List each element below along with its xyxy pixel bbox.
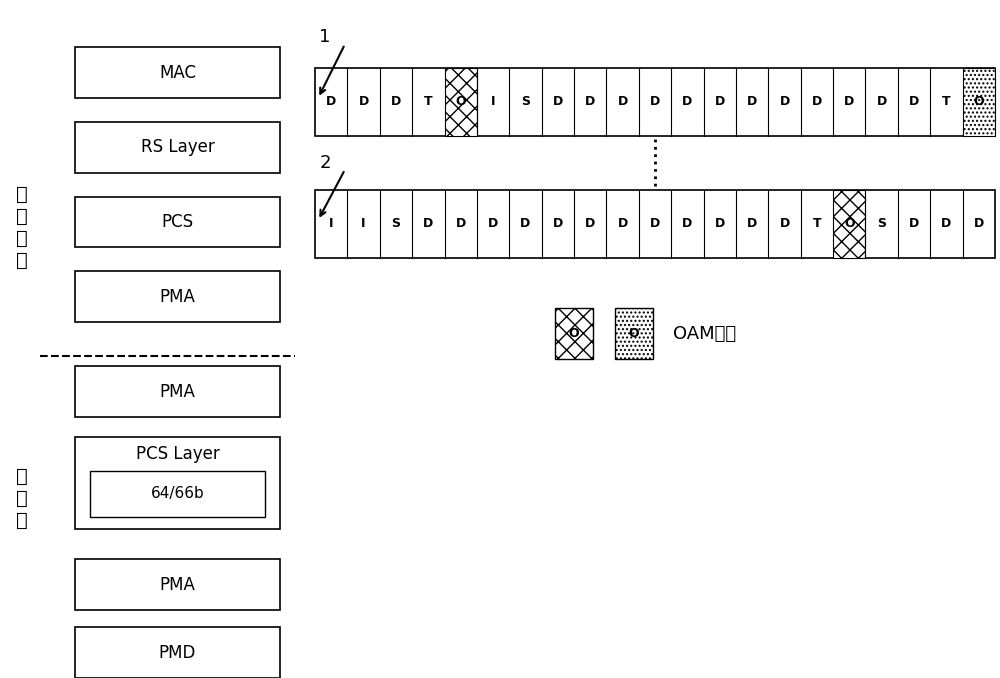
Text: D: D	[650, 95, 660, 108]
Text: O: O	[569, 327, 579, 340]
Text: D: D	[779, 95, 790, 108]
Text: S: S	[391, 217, 400, 231]
Text: D: D	[909, 95, 919, 108]
Text: D: D	[877, 95, 887, 108]
Bar	[75, 271, 280, 322]
Text: D: D	[682, 217, 693, 231]
Text: RS Layer: RS Layer	[141, 138, 214, 157]
Text: PMD: PMD	[159, 643, 196, 662]
Text: D: D	[585, 217, 595, 231]
Bar	[75, 197, 280, 247]
Text: D: D	[812, 95, 822, 108]
Text: PMA: PMA	[160, 382, 195, 401]
Text: D: D	[553, 217, 563, 231]
Text: I: I	[329, 217, 333, 231]
Bar	[75, 559, 280, 610]
Bar	[90, 471, 265, 517]
Text: I: I	[361, 217, 366, 231]
Text: T: T	[424, 95, 433, 108]
Text: D: D	[585, 95, 595, 108]
Text: D: D	[553, 95, 563, 108]
Text: MAC: MAC	[159, 64, 196, 82]
Text: D: D	[682, 95, 693, 108]
Bar	[75, 47, 280, 98]
Text: O: O	[973, 95, 984, 108]
Text: PMA: PMA	[160, 576, 195, 594]
Text: PCS Layer: PCS Layer	[136, 445, 219, 463]
Text: 光
模
块: 光 模 块	[16, 467, 28, 530]
Bar	[75, 122, 280, 173]
Text: D: D	[456, 217, 466, 231]
Text: 1: 1	[319, 28, 331, 46]
Text: O: O	[844, 217, 855, 231]
Text: D: D	[326, 95, 336, 108]
Text: S: S	[521, 95, 530, 108]
Text: D: D	[650, 217, 660, 231]
Text: D: D	[358, 95, 369, 108]
Text: S: S	[877, 217, 886, 231]
Bar	[75, 437, 280, 529]
Text: PCS: PCS	[161, 213, 194, 231]
Text: 前
传
设
备: 前 传 设 备	[16, 184, 28, 270]
Bar	[555, 308, 593, 359]
Text: D: D	[488, 217, 498, 231]
Bar	[315, 68, 995, 136]
Text: I: I	[491, 95, 495, 108]
Text: D: D	[423, 217, 433, 231]
Text: D: D	[779, 217, 790, 231]
Bar	[75, 627, 280, 678]
Text: D: D	[391, 95, 401, 108]
Text: D: D	[974, 217, 984, 231]
Bar	[833, 190, 865, 258]
Text: D: D	[747, 217, 757, 231]
Text: D: D	[617, 95, 628, 108]
Text: T: T	[813, 217, 821, 231]
Text: O: O	[629, 327, 639, 340]
Text: D: D	[520, 217, 531, 231]
Text: 2: 2	[319, 154, 331, 172]
Bar	[75, 366, 280, 417]
Text: D: D	[715, 217, 725, 231]
Bar	[963, 68, 995, 136]
Text: OAM码块: OAM码块	[673, 325, 736, 343]
Text: D: D	[844, 95, 854, 108]
Text: O: O	[455, 95, 466, 108]
Bar	[615, 308, 653, 359]
Text: D: D	[909, 217, 919, 231]
Text: D: D	[617, 217, 628, 231]
Text: T: T	[942, 95, 951, 108]
Bar	[445, 68, 477, 136]
Text: PMA: PMA	[160, 287, 195, 306]
Bar	[315, 190, 995, 258]
Text: D: D	[941, 217, 952, 231]
Text: D: D	[715, 95, 725, 108]
Text: 64/66b: 64/66b	[151, 486, 204, 501]
Text: D: D	[747, 95, 757, 108]
